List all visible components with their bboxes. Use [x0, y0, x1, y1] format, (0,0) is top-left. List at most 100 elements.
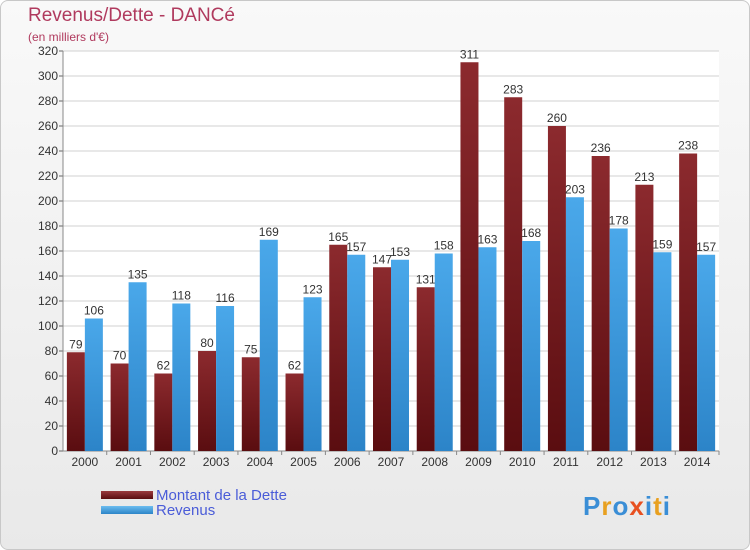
logo-letter: t: [653, 491, 663, 521]
bar-revenus: [391, 259, 409, 451]
y-tick-label: 280: [38, 94, 58, 108]
bar-revenus: [434, 253, 453, 451]
bar-revenus: [172, 303, 191, 451]
x-tick-label: 2008: [421, 455, 448, 469]
bar-dette: [154, 373, 173, 451]
y-tick-label: 100: [38, 319, 58, 333]
data-label-dette: 283: [503, 82, 523, 96]
y-tick-label: 260: [38, 119, 58, 133]
data-label-dette: 62: [288, 359, 302, 373]
data-label-revenus: 135: [128, 267, 148, 281]
data-label-dette: 75: [244, 342, 258, 356]
legend-swatch-revenus: [101, 506, 153, 514]
data-label-dette: 238: [678, 139, 698, 153]
x-tick-label: 2001: [115, 455, 142, 469]
y-tick-label: 120: [38, 294, 58, 308]
data-label-revenus: 163: [477, 232, 497, 246]
bar-dette: [635, 184, 654, 451]
x-tick-label: 2011: [553, 455, 579, 469]
bar-dette: [198, 351, 217, 451]
y-tick-label: 160: [38, 244, 58, 258]
logo-letter: P: [583, 491, 602, 521]
y-tick-label: 220: [38, 169, 58, 183]
bar-revenus: [565, 197, 584, 451]
proxiti-logo: Proxiti: [583, 491, 671, 522]
bar-dette: [547, 126, 566, 451]
logo-letter: x: [629, 491, 645, 521]
x-tick-label: 2007: [378, 455, 405, 469]
x-tick-label: 2010: [509, 455, 536, 469]
bar-dette: [504, 97, 523, 451]
bar-revenus: [216, 306, 235, 451]
logo-letter: i: [644, 491, 654, 521]
bar-revenus: [478, 247, 497, 451]
data-label-revenus: 106: [84, 304, 104, 318]
data-label-revenus: 203: [565, 182, 585, 196]
data-label-revenus: 169: [259, 225, 279, 239]
data-label-revenus: 168: [521, 226, 541, 240]
data-label-revenus: 157: [346, 240, 366, 254]
bar-dette: [679, 153, 698, 451]
x-tick-label: 2005: [290, 455, 317, 469]
data-label-dette: 311: [460, 47, 479, 61]
data-label-dette: 70: [113, 349, 127, 363]
bar-revenus: [128, 282, 147, 451]
bar-dette: [66, 352, 85, 451]
legend-label-revenus: Revenus: [156, 502, 216, 519]
bar-revenus: [609, 228, 628, 451]
x-tick-label: 2009: [465, 455, 492, 469]
x-tick-label: 2013: [640, 455, 667, 469]
y-tick-label: 0: [51, 444, 58, 458]
bar-revenus: [522, 241, 541, 451]
bar-dette: [329, 244, 348, 451]
x-tick-label: 2006: [334, 455, 361, 469]
logo-letter: o: [612, 491, 630, 521]
bar-dette: [460, 62, 479, 451]
data-label-revenus: 159: [652, 237, 672, 251]
bar-dette: [591, 156, 610, 451]
x-tick-label: 2014: [684, 455, 711, 469]
x-tick-label: 2004: [246, 455, 273, 469]
y-tick-label: 40: [45, 394, 59, 408]
data-label-revenus: 118: [172, 289, 191, 303]
bar-revenus: [347, 254, 366, 451]
data-label-revenus: 157: [696, 240, 716, 254]
chart-title: Revenus/Dette - DANCé: [28, 5, 235, 26]
data-label-revenus: 158: [434, 239, 454, 253]
y-tick-label: 20: [45, 419, 59, 433]
bar-dette: [110, 363, 129, 451]
x-tick-label: 2003: [203, 455, 230, 469]
y-tick-label: 300: [38, 69, 58, 83]
bar-revenus: [697, 254, 716, 451]
data-label-dette: 80: [200, 336, 214, 350]
data-label-dette: 165: [328, 230, 348, 244]
bar-revenus: [653, 252, 672, 451]
data-label-revenus: 153: [390, 245, 410, 259]
data-label-revenus: 116: [215, 291, 234, 305]
data-label-revenus: 123: [303, 282, 323, 296]
x-tick-label: 2012: [596, 455, 623, 469]
bar-revenus: [303, 297, 322, 451]
logo-letter: i: [662, 491, 671, 521]
bar-dette: [285, 373, 304, 451]
y-tick-label: 80: [45, 344, 59, 358]
data-label-dette: 131: [416, 272, 436, 286]
bar-dette: [373, 267, 391, 451]
bar-revenus: [259, 239, 278, 451]
bar-dette: [416, 287, 435, 451]
x-tick-label: 2000: [72, 455, 99, 469]
logo-letter: r: [601, 491, 613, 521]
legend-label-dette: Montant de la Dette: [156, 487, 287, 504]
y-tick-label: 180: [38, 219, 58, 233]
y-tick-label: 200: [38, 194, 58, 208]
y-tick-label: 60: [45, 369, 59, 383]
x-tick-label: 2002: [159, 455, 186, 469]
data-label-dette: 236: [591, 141, 611, 155]
bar-dette: [241, 357, 260, 451]
y-tick-label: 240: [38, 144, 58, 158]
data-label-dette: 260: [547, 111, 567, 125]
y-tick-label: 140: [38, 269, 58, 283]
data-label-dette: 62: [157, 359, 171, 373]
